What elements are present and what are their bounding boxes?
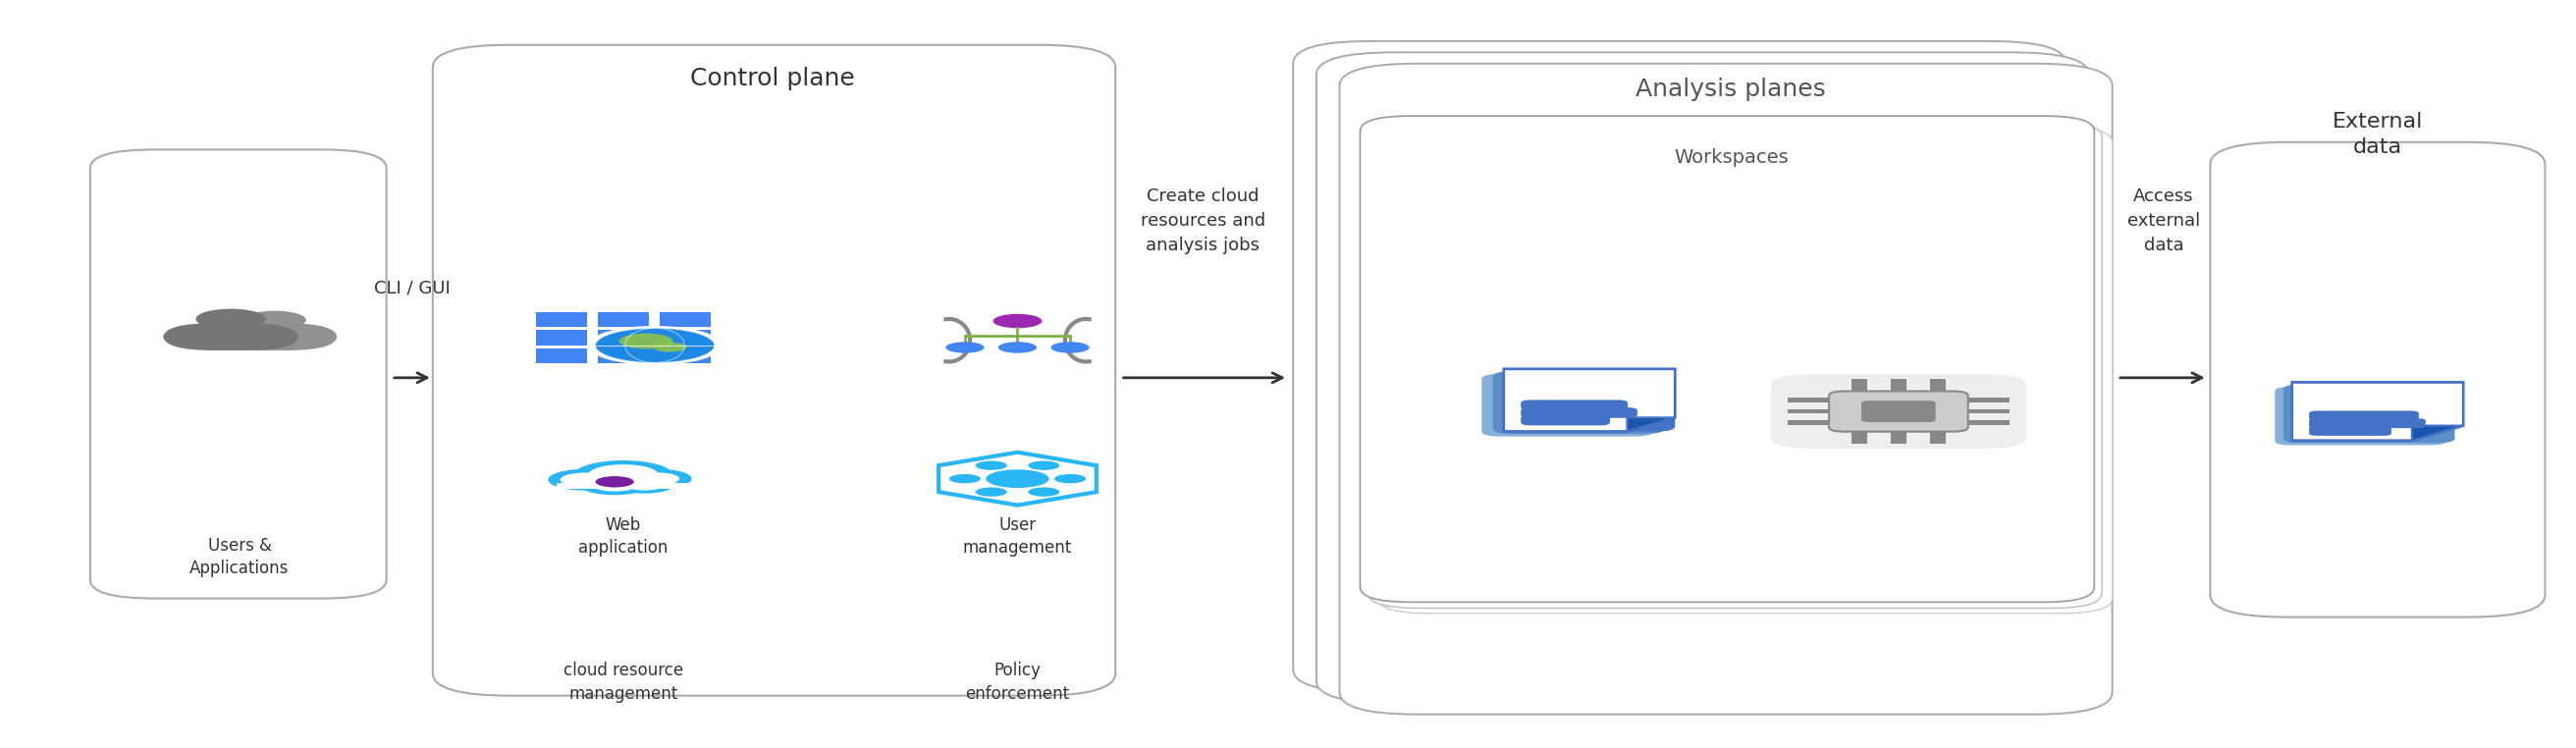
FancyBboxPatch shape: [211, 323, 337, 350]
Text: cloud resource
management: cloud resource management: [564, 662, 683, 703]
Bar: [1929, 432, 1945, 444]
Text: Policy
enforcement: Policy enforcement: [966, 662, 1069, 703]
Bar: [1968, 398, 2009, 402]
Text: Users &
Applications: Users & Applications: [191, 537, 289, 577]
Circle shape: [595, 328, 714, 363]
Circle shape: [992, 314, 1043, 328]
Bar: [659, 349, 711, 364]
FancyBboxPatch shape: [1520, 400, 1628, 411]
FancyBboxPatch shape: [433, 45, 1115, 696]
Text: Access
external
data: Access external data: [2128, 187, 2200, 254]
Circle shape: [1051, 342, 1090, 353]
FancyBboxPatch shape: [1520, 415, 1610, 426]
FancyBboxPatch shape: [1293, 41, 2066, 692]
FancyBboxPatch shape: [1368, 122, 2102, 608]
Bar: [1788, 420, 1829, 425]
Text: Web
application: Web application: [580, 516, 667, 557]
Circle shape: [999, 342, 1036, 353]
Bar: [1891, 379, 1906, 391]
Bar: [1852, 379, 1868, 391]
Bar: [536, 331, 587, 346]
Circle shape: [654, 343, 685, 352]
FancyBboxPatch shape: [90, 150, 386, 598]
Circle shape: [587, 326, 721, 365]
FancyBboxPatch shape: [2275, 387, 2447, 445]
Text: Control plane: Control plane: [690, 67, 855, 91]
Circle shape: [976, 488, 1007, 497]
Circle shape: [1028, 488, 1059, 497]
Bar: [1891, 432, 1906, 444]
FancyBboxPatch shape: [1340, 64, 2112, 714]
Bar: [536, 349, 587, 364]
Circle shape: [1054, 474, 1087, 483]
FancyBboxPatch shape: [2282, 384, 2455, 443]
Circle shape: [618, 334, 672, 349]
Circle shape: [626, 469, 693, 488]
FancyBboxPatch shape: [162, 323, 299, 350]
FancyBboxPatch shape: [1360, 116, 2094, 602]
Circle shape: [549, 469, 621, 491]
Circle shape: [945, 342, 984, 353]
Text: Analysis planes: Analysis planes: [1636, 78, 1826, 102]
Circle shape: [948, 474, 981, 483]
FancyBboxPatch shape: [2210, 142, 2545, 617]
FancyBboxPatch shape: [1829, 391, 1968, 432]
Text: External
data: External data: [2331, 112, 2424, 157]
FancyBboxPatch shape: [1378, 127, 2112, 613]
Polygon shape: [1504, 369, 1674, 432]
Circle shape: [574, 461, 672, 489]
Circle shape: [196, 309, 265, 329]
Bar: [536, 313, 587, 328]
FancyBboxPatch shape: [2308, 418, 2427, 428]
Bar: [556, 482, 690, 489]
Text: Create cloud
resources and
analysis jobs: Create cloud resources and analysis jobs: [1141, 187, 1265, 254]
Circle shape: [976, 461, 1007, 470]
Circle shape: [592, 478, 636, 491]
FancyBboxPatch shape: [1772, 375, 2025, 449]
Bar: [659, 313, 711, 328]
FancyBboxPatch shape: [1492, 372, 1664, 434]
FancyBboxPatch shape: [2308, 411, 2419, 420]
Circle shape: [562, 473, 611, 487]
Bar: [598, 313, 649, 328]
Circle shape: [616, 476, 675, 494]
Bar: [1968, 409, 2009, 414]
Circle shape: [242, 311, 307, 329]
Text: User
management: User management: [963, 516, 1072, 557]
Bar: [659, 331, 711, 346]
FancyBboxPatch shape: [1862, 401, 1935, 422]
FancyBboxPatch shape: [1316, 52, 2089, 703]
Text: CLI / GUI: CLI / GUI: [374, 279, 451, 297]
Bar: [1929, 379, 1945, 391]
Polygon shape: [2293, 382, 2463, 441]
Circle shape: [1028, 461, 1059, 470]
Circle shape: [987, 470, 1048, 488]
Bar: [598, 349, 649, 364]
Bar: [598, 331, 649, 346]
Polygon shape: [1628, 417, 1674, 432]
FancyBboxPatch shape: [1481, 374, 1654, 436]
Bar: [1788, 398, 1829, 402]
FancyBboxPatch shape: [2308, 426, 2391, 435]
Circle shape: [587, 465, 659, 485]
FancyBboxPatch shape: [1504, 369, 1674, 432]
Circle shape: [595, 476, 634, 488]
FancyBboxPatch shape: [1520, 408, 1638, 418]
Circle shape: [626, 479, 665, 491]
Polygon shape: [2411, 426, 2463, 441]
Circle shape: [580, 475, 649, 495]
Bar: [1852, 432, 1868, 444]
Circle shape: [636, 473, 680, 485]
Bar: [1788, 409, 1829, 414]
Text: Workspaces: Workspaces: [1674, 148, 1788, 166]
Bar: [1968, 420, 2009, 425]
